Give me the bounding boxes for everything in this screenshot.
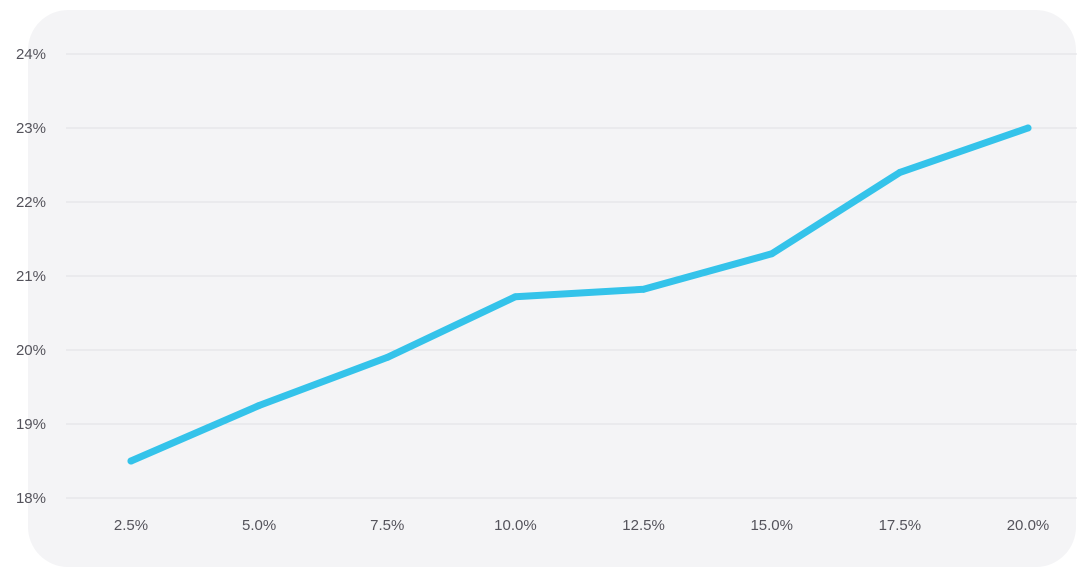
gridlines — [66, 53, 1077, 499]
x-tick-label: 17.5% — [879, 517, 922, 534]
y-tick-label: 18% — [16, 490, 46, 507]
series-line — [127, 124, 1032, 465]
x-tick-label: 10.0% — [494, 517, 537, 534]
x-tick-label: 7.5% — [370, 517, 404, 534]
y-tick-label: 19% — [16, 416, 46, 433]
x-tick-label: 15.0% — [750, 517, 793, 534]
series-group — [127, 124, 1032, 465]
x-tick-label: 12.5% — [622, 517, 665, 534]
data-point — [896, 168, 904, 176]
x-axis-ticks: 2.5% 5.0% 7.5% 10.0% 12.5% 15.0% 17.5% 20.0% — [114, 517, 1049, 534]
y-tick-label: 20% — [16, 342, 46, 359]
y-tick-label: 23% — [16, 120, 46, 137]
data-point — [640, 285, 648, 293]
x-tick-label: 2.5% — [114, 517, 148, 534]
y-tick-label: 24% — [16, 46, 46, 63]
x-tick-label: 5.0% — [242, 517, 276, 534]
data-point — [1024, 124, 1032, 132]
y-tick-label: 21% — [16, 268, 46, 285]
data-point — [383, 353, 391, 361]
y-axis-ticks: 18% 19% 20% 21% 22% 23% 24% — [16, 46, 46, 507]
chart-card — [28, 10, 1076, 567]
y-tick-label: 22% — [16, 194, 46, 211]
data-point — [511, 293, 519, 301]
data-point — [255, 402, 263, 409]
data-point — [127, 457, 135, 465]
x-tick-label: 20.0% — [1007, 517, 1050, 534]
data-point — [768, 250, 776, 258]
